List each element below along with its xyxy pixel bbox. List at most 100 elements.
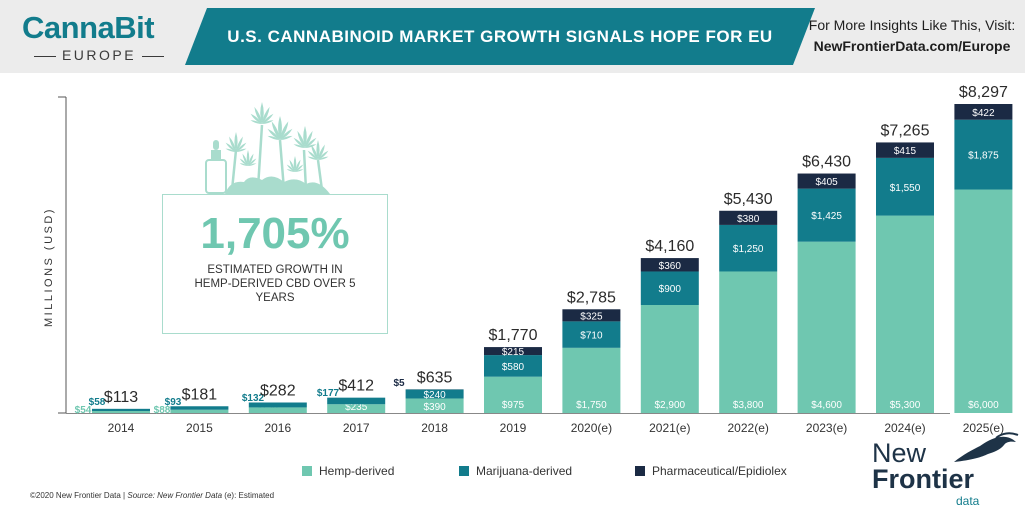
visit-link[interactable]: NewFrontierData.com/Europe bbox=[813, 38, 1011, 54]
plant-leaf bbox=[248, 163, 257, 166]
total-label: $5,430 bbox=[724, 191, 773, 208]
plant-leaf bbox=[262, 120, 274, 124]
bar-segment bbox=[797, 241, 856, 413]
data-label: $88 bbox=[154, 405, 171, 416]
plant-leaf bbox=[311, 144, 318, 160]
bar-segment bbox=[640, 271, 699, 305]
plant-leaf bbox=[242, 153, 248, 166]
data-label: $177 bbox=[317, 388, 340, 399]
x-tick-label: 2025(e) bbox=[963, 421, 1004, 435]
bar-segment bbox=[719, 224, 778, 272]
data-label: $5,300 bbox=[890, 400, 921, 411]
plant-leaf bbox=[267, 135, 280, 140]
logo-rule-left bbox=[34, 56, 56, 57]
plant-leaf bbox=[236, 142, 247, 152]
plant-leaf bbox=[262, 113, 274, 124]
footer-copyright: ©2020 New Frontier Data | bbox=[30, 491, 128, 500]
plant-leaf bbox=[293, 137, 305, 148]
growth-caption: ESTIMATED GROWTH IN HEMP-DERIVED CBD OVE… bbox=[194, 264, 356, 304]
footer-source: Source: New Frontier Data bbox=[127, 491, 223, 500]
total-label: $1,770 bbox=[489, 327, 538, 344]
data-label: $4,600 bbox=[811, 400, 842, 411]
total-label: $412 bbox=[338, 378, 374, 395]
plant-leaf bbox=[234, 132, 238, 152]
x-tick-label: 2018 bbox=[421, 421, 448, 435]
brand-line1: New bbox=[872, 438, 927, 468]
legend-swatch bbox=[302, 466, 312, 476]
bar-segment bbox=[327, 404, 386, 413]
bar-segment bbox=[248, 402, 307, 408]
plant-leaf bbox=[262, 106, 270, 124]
x-tick-label: 2016 bbox=[264, 421, 291, 435]
brand-line2: Frontier bbox=[872, 464, 975, 494]
plant-leaf bbox=[293, 144, 305, 148]
plant-leaf bbox=[318, 144, 325, 160]
data-label: $5 bbox=[393, 378, 405, 389]
plant-leaf bbox=[236, 148, 247, 152]
brand-line3: data bbox=[956, 494, 980, 508]
bar-segment bbox=[719, 271, 778, 413]
data-label: $360 bbox=[659, 261, 682, 272]
bar-segment bbox=[484, 376, 542, 413]
plant-leaf bbox=[303, 126, 307, 148]
new-frontier-logo: New Frontier data bbox=[872, 432, 1022, 520]
data-label: $1,550 bbox=[890, 183, 921, 194]
plant-leaf bbox=[229, 136, 236, 152]
legend-swatch bbox=[635, 466, 645, 476]
bar-segment bbox=[954, 189, 1013, 413]
plant-soil bbox=[225, 176, 330, 194]
plant-leaf bbox=[267, 128, 280, 140]
growth-callout: 1,705% ESTIMATED GROWTH IN HEMP-DERIVED … bbox=[162, 194, 388, 334]
bar-segment bbox=[876, 215, 934, 413]
data-label: $235 bbox=[345, 402, 368, 413]
bar-segment bbox=[248, 407, 307, 413]
x-tick-label: 2022(e) bbox=[728, 421, 769, 435]
total-label: $181 bbox=[182, 386, 218, 403]
plant-leaf bbox=[236, 136, 243, 152]
plant-leaf bbox=[295, 159, 301, 172]
bar-segment bbox=[640, 258, 699, 272]
y-axis-label: MILLIONS (USD) bbox=[43, 207, 55, 327]
data-label: $422 bbox=[972, 108, 995, 119]
plant-leaf bbox=[305, 137, 317, 148]
plant-leaf bbox=[246, 150, 250, 166]
cannabit-logo: CannaBit bbox=[22, 10, 155, 45]
x-tick-label: 2024(e) bbox=[884, 421, 925, 435]
bar-segment bbox=[954, 104, 1013, 120]
data-label: $54 bbox=[75, 405, 92, 416]
plant-leaf bbox=[305, 130, 313, 148]
dropper-bulb bbox=[213, 140, 219, 150]
data-label: $3,800 bbox=[733, 400, 764, 411]
data-label: $415 bbox=[894, 146, 917, 157]
data-label: $2,900 bbox=[655, 400, 686, 411]
bar-segment bbox=[876, 157, 934, 216]
bar-segment bbox=[562, 309, 621, 322]
plant-leaf bbox=[318, 150, 329, 160]
plant-stems bbox=[230, 124, 324, 191]
data-label: $58 bbox=[89, 397, 106, 408]
bar-segment bbox=[327, 397, 386, 405]
data-label: $240 bbox=[423, 390, 446, 401]
x-tick-label: 2015 bbox=[186, 421, 213, 435]
total-label: $8,297 bbox=[959, 84, 1008, 101]
logo-rule-right bbox=[142, 56, 164, 57]
bar-segment bbox=[92, 410, 150, 413]
plant-leaf bbox=[254, 106, 262, 124]
plant-leaf bbox=[260, 102, 264, 124]
visit-text: For More Insights Like This, Visit: bbox=[808, 17, 1016, 33]
data-label: $900 bbox=[659, 284, 682, 295]
total-label: $113 bbox=[104, 389, 139, 406]
growth-percent: 1,705% bbox=[200, 209, 350, 258]
data-label: $6,000 bbox=[968, 400, 999, 411]
bar-segment bbox=[405, 398, 464, 413]
plant-leaf bbox=[280, 135, 293, 140]
bar-segment bbox=[484, 355, 542, 377]
data-label: $93 bbox=[165, 397, 182, 408]
hemp-plant-icon bbox=[205, 102, 330, 194]
data-label: $390 bbox=[423, 402, 446, 413]
plant-leaf bbox=[271, 121, 280, 140]
total-label: $4,160 bbox=[645, 238, 694, 255]
legend-label: Hemp-derived bbox=[319, 464, 394, 478]
plant-leaf bbox=[248, 153, 254, 166]
data-label: $710 bbox=[580, 331, 603, 342]
